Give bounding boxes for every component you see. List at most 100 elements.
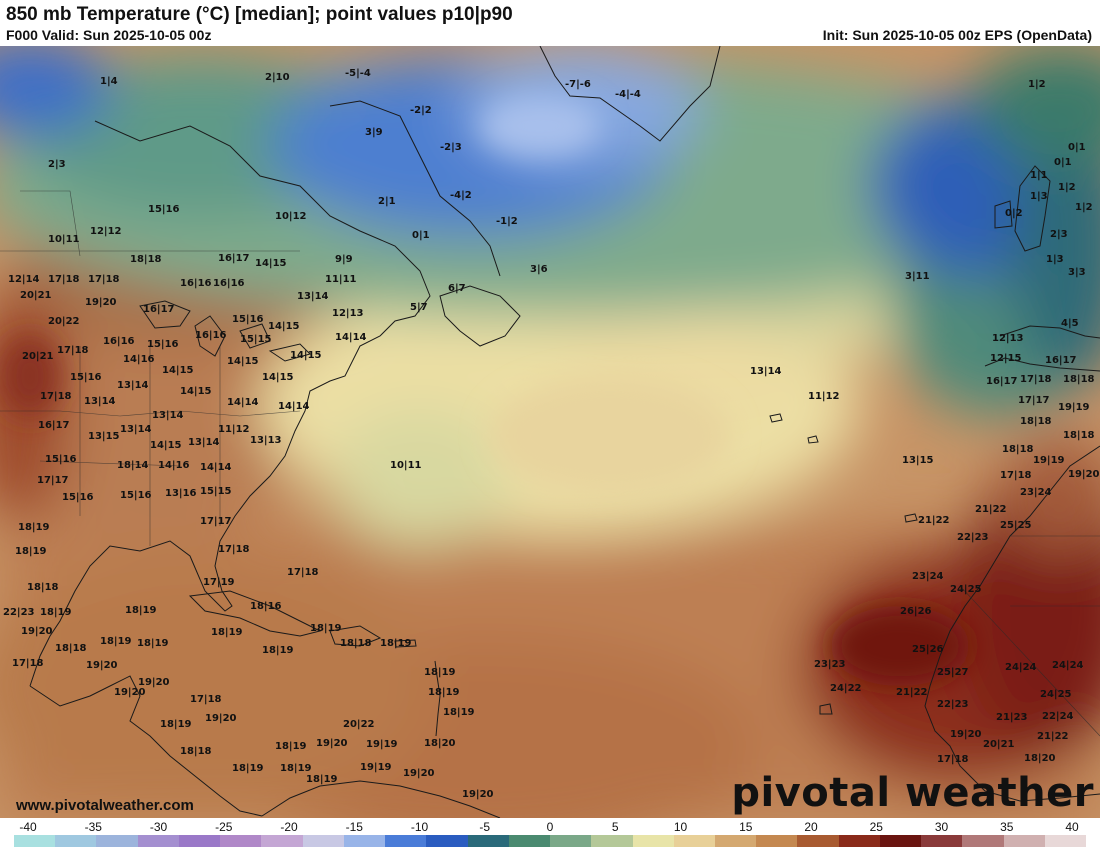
scale-swatch <box>302 835 344 847</box>
point-value-label: 1|1 <box>1030 170 1048 181</box>
point-value-label: 19|20 <box>21 626 53 637</box>
map-fields <box>0 46 1100 818</box>
point-value-label: 17|18 <box>937 754 969 765</box>
point-value-label: 16|17 <box>143 304 175 315</box>
point-value-label: 18|18 <box>1002 444 1034 455</box>
point-value-label: 1|4 <box>100 76 118 87</box>
point-value-label: 24|24 <box>1052 660 1084 671</box>
point-value-label: 16|16 <box>180 278 212 289</box>
point-value-label: 10|11 <box>48 234 80 245</box>
point-value-label: 18|18 <box>180 746 212 757</box>
point-value-label: 21|23 <box>996 712 1028 723</box>
point-value-label: 13|14 <box>120 424 152 435</box>
point-value-label: 13|15 <box>88 431 120 442</box>
point-value-label: 17|17 <box>200 516 232 527</box>
point-value-label: 11|12 <box>808 391 840 402</box>
point-value-label: 15|16 <box>45 454 77 465</box>
point-value-label: 19|20 <box>316 738 348 749</box>
point-value-label: 12|13 <box>992 333 1024 344</box>
scale-tick-label: 40 <box>1065 820 1079 834</box>
scale-ticks: -40 -35 -30 -25 -20 -15 -10 -5 0 5 10 15 20 25 30 35 40 <box>0 820 1100 834</box>
point-value-label: 17|18 <box>1000 470 1032 481</box>
point-value-label: 18|18 <box>27 582 59 593</box>
point-value-label: 13|14 <box>117 380 149 391</box>
point-value-label: 1|3 <box>1046 254 1064 265</box>
scale-tick-label: -10 <box>410 820 429 834</box>
point-value-label: 18|19 <box>125 605 157 616</box>
temperature-detail <box>0 96 970 686</box>
point-value-label: 17|18 <box>218 544 250 555</box>
scale-swatch <box>591 835 633 847</box>
point-value-label: 17|17 <box>37 475 69 486</box>
point-value-label: 15|15 <box>200 486 232 497</box>
point-value-label: 18|19 <box>310 623 342 634</box>
scale-tick-label: -40 <box>19 820 37 834</box>
website-url[interactable]: www.pivotalweather.com <box>16 797 194 814</box>
point-value-label: 5|7 <box>410 302 428 313</box>
point-value-label: 22|23 <box>3 607 35 618</box>
point-value-label: -7|-6 <box>565 79 591 90</box>
point-value-label: 21|22 <box>896 687 928 698</box>
scale-swatch <box>220 835 262 847</box>
point-value-label: 24|22 <box>830 683 862 694</box>
point-value-label: 18|18 <box>340 638 372 649</box>
scale-swatch <box>838 835 880 847</box>
point-value-label: 18|19 <box>428 687 460 698</box>
point-value-label: 18|20 <box>1024 753 1056 764</box>
scale-swatch <box>55 835 97 847</box>
point-value-label: 18|19 <box>280 763 312 774</box>
point-value-label: 18|19 <box>275 741 307 752</box>
point-value-label: 24|25 <box>950 584 982 595</box>
scale-tick-label: 0 <box>546 820 554 834</box>
scale-swatch <box>385 835 427 847</box>
point-value-label: 12|13 <box>332 308 364 319</box>
point-value-label: 16|16 <box>103 336 135 347</box>
point-value-label: 23|23 <box>814 659 846 670</box>
point-value-label: 10|11 <box>390 460 422 471</box>
point-value-label: 20|22 <box>343 719 375 730</box>
point-value-label: 16|17 <box>1045 355 1077 366</box>
point-value-label: 22|23 <box>937 699 969 710</box>
point-value-label: 16|16 <box>195 330 227 341</box>
point-value-label: 19|20 <box>205 713 237 724</box>
point-value-label: 15|16 <box>232 314 264 325</box>
point-value-label: 15|16 <box>70 372 102 383</box>
point-value-label: 22|24 <box>1042 711 1074 722</box>
point-value-label: 13|15 <box>902 455 934 466</box>
scale-bar <box>14 835 1087 847</box>
scale-swatch <box>714 835 757 847</box>
point-value-label: 14|15 <box>290 350 322 361</box>
point-value-label: 1|2 <box>1058 182 1076 193</box>
scale-tick-label: 25 <box>869 820 883 834</box>
point-value-label: 15|16 <box>62 492 94 503</box>
point-value-label: 14|15 <box>180 386 212 397</box>
point-value-label: 18|18 <box>1063 430 1095 441</box>
point-value-label: 18|19 <box>380 638 412 649</box>
point-value-label: 1|2 <box>1028 79 1046 90</box>
point-value-label: 16|17 <box>38 420 70 431</box>
scale-tick-label: 35 <box>1000 820 1014 834</box>
point-value-label: 15|16 <box>120 490 152 501</box>
point-value-label: 18|19 <box>100 636 132 647</box>
point-value-label: 18|19 <box>18 522 50 533</box>
temperature-map[interactable]: 1|4 2|10 -5|-4 -7|-6 -4|-4 1|2 -2|2 3|9 -2|3 0|1 2… <box>0 46 1100 818</box>
point-value-label: 14|14 <box>335 332 367 343</box>
point-value-label: 6|7 <box>448 283 466 294</box>
point-value-label: 18|19 <box>40 607 72 618</box>
scale-tick-label: 10 <box>673 820 688 834</box>
point-value-label: 3|6 <box>530 264 548 275</box>
scale-swatch <box>467 835 509 847</box>
point-value-label: 17|19 <box>203 577 235 588</box>
point-value-label: 13|14 <box>152 410 184 421</box>
coastlines <box>29 46 1100 818</box>
point-value-label: 2|3 <box>48 159 66 170</box>
point-value-label: 17|17 <box>1018 395 1050 406</box>
color-scale: -40 -35 -30 -25 -20 -15 -10 -5 0 5 10 15 20 25 30 35 40 <box>0 818 1100 850</box>
point-value-label: 19|20 <box>138 677 170 688</box>
point-value-label: 11|12 <box>218 424 250 435</box>
scale-tick-label: 15 <box>739 820 753 834</box>
scale-tick-label: 20 <box>804 820 818 834</box>
point-value-label: 19|20 <box>950 729 982 740</box>
point-value-label: 15|16 <box>147 339 179 350</box>
valid-time: F000 Valid: Sun 2025-10-05 00z <box>6 27 212 43</box>
